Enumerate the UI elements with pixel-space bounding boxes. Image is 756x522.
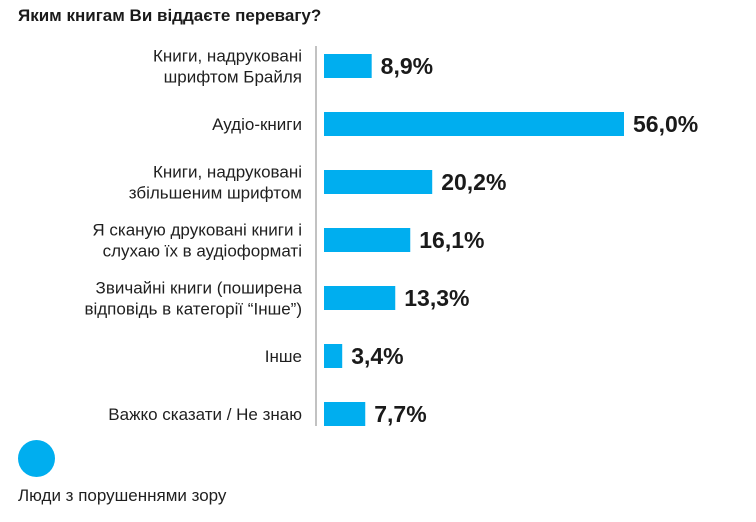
value-label: 16,1% [419,227,484,253]
value-label: 20,2% [441,169,506,195]
category-label: Важко сказати / Не знаю [108,405,302,424]
value-label: 13,3% [404,285,469,311]
value-label: 3,4% [351,343,403,369]
category-label: Я сканую друковані книги і слухаю їх в ау… [92,221,302,261]
value-label: 8,9% [381,53,433,79]
bar [324,344,343,368]
bar [324,402,366,426]
value-label: 56,0% [633,111,698,137]
category-label: Інше [265,347,302,366]
chart-title: Яким книгам Ви віддаєте перевагу? [18,6,322,25]
legend-label: Люди з порушеннями зору [18,486,227,505]
value-label: 7,7% [374,401,426,427]
bar [324,112,624,136]
bar [324,286,396,310]
bar [324,170,433,194]
category-label: Аудіо-книги [212,115,302,134]
category-label: Книги, надруковані збільшеним шрифтом [129,163,302,203]
bar-chart: Книги, надруковані шрифтом Брайля 8,9% Ауді… [84,46,698,427]
bar [324,54,372,78]
bar [324,228,411,252]
category-label: Книги, надруковані шрифтом Брайля [153,47,302,87]
legend: Люди з порушеннями зору [18,440,226,505]
category-label: Звичайні книги (поширена відповідь в кате… [84,279,302,319]
legend-swatch [18,440,55,477]
